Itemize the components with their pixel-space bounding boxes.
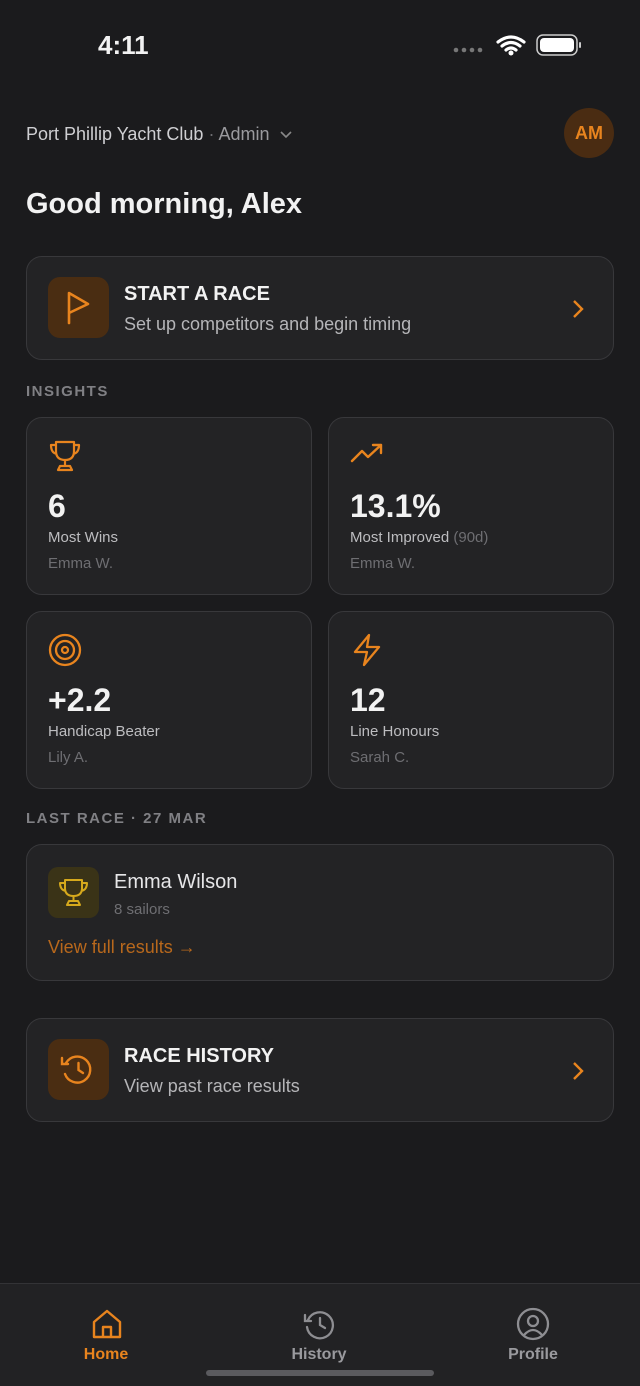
flag-icon bbox=[67, 291, 90, 325]
tab-profile[interactable]: Profile bbox=[508, 1346, 558, 1363]
start-race-title: START A RACE bbox=[124, 283, 270, 305]
club-selector[interactable]: Port Phillip Yacht Club · Admin bbox=[26, 124, 293, 145]
trophy-icon bbox=[59, 879, 88, 906]
last-race-card: Emma Wilson 8 sailors View full results … bbox=[26, 844, 614, 981]
chevron-right bbox=[573, 1062, 584, 1080]
chevron-right bbox=[573, 300, 584, 318]
insight-value: 13.1% bbox=[350, 488, 441, 524]
status-time: 4:11 bbox=[98, 30, 149, 60]
role: Admin bbox=[218, 124, 270, 144]
separator: · bbox=[208, 124, 215, 144]
start-race-subtitle: Set up competitors and begin timing bbox=[124, 314, 412, 334]
trophy-icon bbox=[49, 440, 81, 472]
label-text: Most Improved bbox=[350, 529, 450, 546]
insight-label: Most Improved (90d) bbox=[350, 529, 488, 546]
greeting: Good morning, Alex bbox=[26, 188, 303, 220]
chevron-down bbox=[279, 131, 292, 139]
avatar[interactable]: AM bbox=[564, 108, 614, 158]
tab-history[interactable]: History bbox=[291, 1346, 347, 1363]
profile-icon bbox=[516, 1307, 550, 1341]
sailor-count: 8 sailors bbox=[114, 901, 170, 918]
target-icon bbox=[48, 633, 82, 667]
start-race-card[interactable]: START A RACE Set up competitors and begi… bbox=[26, 256, 614, 360]
insight-card: +2.2 Handicap Beater Lily A. bbox=[26, 611, 312, 789]
insights-heading: INSIGHTS bbox=[26, 383, 109, 400]
home-icon bbox=[92, 1309, 122, 1339]
club-name: Port Phillip Yacht Club bbox=[26, 124, 204, 144]
bolt-icon bbox=[353, 633, 381, 667]
insight-value: 6 bbox=[48, 488, 66, 524]
history-icon bbox=[60, 1055, 92, 1084]
home-indicator bbox=[206, 1370, 434, 1376]
winner-name: Emma Wilson bbox=[114, 871, 238, 893]
insight-card: 13.1% Most Improved (90d) Emma W. bbox=[328, 417, 614, 595]
race-history-card[interactable]: RACE HISTORY View past race results bbox=[26, 1018, 614, 1122]
insight-name: Sarah C. bbox=[350, 749, 410, 766]
insight-value: 12 bbox=[350, 682, 386, 718]
trend-icon bbox=[350, 443, 383, 463]
tab-home[interactable]: Home bbox=[83, 1346, 129, 1363]
flag-icon-box bbox=[48, 277, 109, 338]
status-icons bbox=[453, 34, 581, 56]
last-race-heading: LAST RACE · 27 MAR bbox=[26, 810, 208, 827]
history-title: RACE HISTORY bbox=[124, 1045, 275, 1067]
history-subtitle: View past race results bbox=[124, 1076, 300, 1096]
results-link[interactable]: View full results → bbox=[48, 937, 196, 957]
insight-value: +2.2 bbox=[48, 682, 112, 718]
insight-name: Emma W. bbox=[350, 555, 416, 572]
history-tab-icon bbox=[303, 1311, 335, 1340]
history-icon-box bbox=[48, 1039, 109, 1100]
insight-label: Most Wins bbox=[48, 529, 119, 546]
insight-label: Handicap Beater bbox=[48, 723, 160, 740]
insight-name: Emma W. bbox=[48, 555, 114, 572]
insight-card: 6 Most Wins Emma W. bbox=[26, 417, 312, 595]
trophy-icon-box bbox=[48, 867, 99, 918]
insight-card: 12 Line Honours Sarah C. bbox=[328, 611, 614, 789]
insight-name: Lily A. bbox=[48, 749, 89, 766]
insight-label: Line Honours bbox=[350, 723, 440, 740]
tab-bar: Home History Profile bbox=[0, 1283, 640, 1386]
label-note: (90d) bbox=[453, 529, 489, 546]
